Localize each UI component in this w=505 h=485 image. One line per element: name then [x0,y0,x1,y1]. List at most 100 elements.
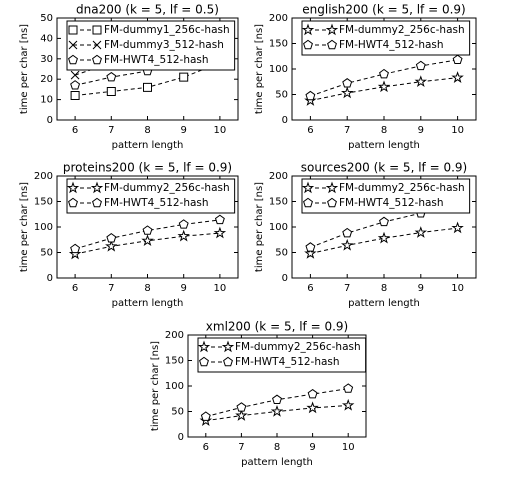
x-tick-label: 8 [274,442,280,453]
y-tick-label: 50 [40,248,53,259]
y-tick-label: 150 [165,356,184,367]
series-line [310,59,458,97]
y-tick-label: 200 [269,13,288,24]
y-tick-label: 50 [40,13,53,24]
data-point [307,388,318,399]
y-tick-label: 100 [165,381,184,392]
x-tick-label: 10 [214,125,227,136]
y-tick-label: 0 [282,115,288,126]
x-tick-label: 6 [307,125,313,136]
data-point [343,383,354,393]
legend-marker [223,356,233,367]
data-point [142,225,153,235]
legend-marker [303,39,313,50]
data-point [106,233,117,243]
y-axis-label: time per char [ns] [19,24,30,114]
legend-label: FM-dummy2_256c-hash [339,24,465,36]
x-tick-label: 8 [144,125,150,136]
legend-box [301,20,471,56]
legend-marker [327,39,337,50]
y-tick-label: 0 [47,115,53,126]
data-point [340,86,354,99]
chart-title: dna200 (k = 5, lf = 0.5) [76,3,219,17]
chart-title: english200 (k = 5, lf = 0.9) [302,3,465,17]
data-point [70,91,80,101]
x-tick-label: 6 [72,283,78,294]
plot-frame [56,175,239,279]
legend-marker [92,40,102,50]
data-point [105,239,118,252]
legend-box [301,178,471,214]
plot-frame [291,17,477,121]
x-tick-label: 6 [307,283,313,294]
x-tick-label: 7 [108,125,114,136]
y-axis-label: time per char [ns] [254,24,265,114]
y-tick-label: 150 [269,39,288,50]
legend-label: FM-dummy1_256c-hash [104,24,230,36]
data-point [70,243,81,254]
y-tick-label: 40 [40,33,53,44]
chart-title: sources200 (k = 5, lf = 0.9) [301,161,467,175]
y-axis-label: time per char [ns] [19,182,30,272]
data-point [305,242,316,252]
y-tick-label: 50 [275,90,288,101]
data-point [70,80,81,90]
legend-marker [68,197,78,208]
x-tick-label: 10 [451,125,464,136]
x-tick-label: 8 [381,283,387,294]
data-point [379,216,389,227]
legend-marker [68,40,78,50]
legend-marker [197,340,211,353]
data-point [304,247,317,259]
data-point [272,394,282,404]
legend-box [66,178,236,214]
y-tick-label: 200 [269,171,288,182]
x-tick-label: 7 [344,283,350,294]
x-axis-label: pattern length [112,298,184,309]
legend-label: FM-HWT4_512-hash [235,356,340,368]
x-axis-label: pattern length [348,298,420,309]
y-tick-label: 0 [178,432,184,443]
x-tick-label: 8 [144,283,150,294]
y-tick-label: 10 [40,95,53,106]
data-point [414,75,428,88]
data-point [451,221,464,234]
x-tick-label: 7 [238,442,244,453]
x-tick-label: 8 [381,125,387,136]
data-point [143,82,152,92]
x-tick-label: 10 [451,283,464,294]
legend-box [197,337,367,373]
data-point [106,86,116,96]
x-tick-label: 9 [418,283,424,294]
legend-label: FM-dummy2_256c-hash [104,182,230,194]
data-point [377,231,391,244]
legend-marker [325,181,339,194]
x-tick-label: 9 [418,125,424,136]
y-tick-label: 50 [275,248,288,259]
x-tick-label: 10 [214,283,227,294]
y-tick-label: 50 [171,407,184,418]
y-tick-label: 30 [40,54,53,65]
data-point [342,78,353,88]
legend-marker [199,356,209,367]
legend-marker [301,181,315,194]
x-tick-label: 9 [309,442,315,453]
legend-marker [327,197,337,208]
data-point [379,68,389,79]
y-tick-label: 200 [165,330,184,341]
y-tick-label: 200 [34,171,53,182]
plot-frame [187,334,367,438]
data-point [235,409,248,421]
plot-frame [56,17,239,121]
legend-label: FM-HWT4_512-hash [339,197,444,209]
x-tick-label: 6 [72,125,78,136]
plot-frame [291,175,477,279]
x-tick-label: 9 [181,283,187,294]
data-point [214,214,225,225]
data-point [106,71,117,82]
data-point [141,234,154,247]
x-axis-label: pattern length [241,457,313,468]
legend-label: FM-HWT4_512-hash [104,197,209,209]
legend-marker [66,181,80,194]
